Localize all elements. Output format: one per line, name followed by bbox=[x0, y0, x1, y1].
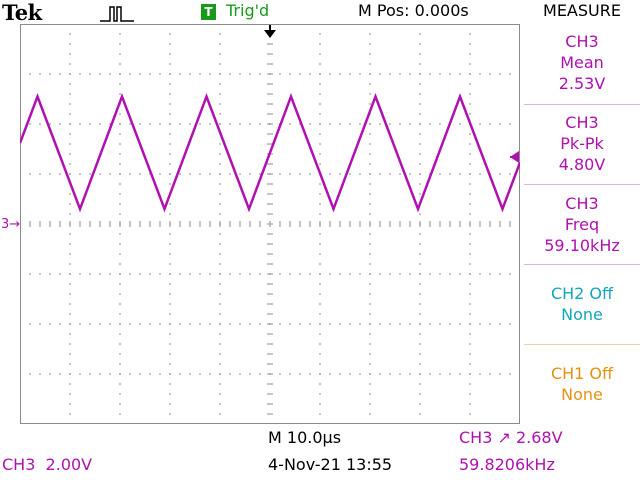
measure-source: CH3 bbox=[565, 194, 599, 213]
tek-logo: Tek bbox=[2, 0, 42, 25]
trigger-setting-readout: CH3 ↗ 2.68V bbox=[459, 428, 563, 447]
ch3-ground-marker: 3→ bbox=[1, 217, 21, 232]
measure-ch3-mean[interactable]: CH3 Mean 2.53V bbox=[524, 31, 640, 94]
measure-source: CH3 bbox=[565, 32, 599, 51]
measure-menu-title[interactable]: MEASURE bbox=[543, 1, 621, 20]
measure-value: 59.10kHz bbox=[544, 236, 620, 255]
timebase-readout: M 10.0µs bbox=[268, 428, 342, 447]
measure-value: 2.53V bbox=[558, 74, 606, 93]
pulse-trigger-icon bbox=[100, 6, 134, 22]
trigger-position-marker-icon bbox=[264, 25, 276, 38]
measure-ch3-pkpk[interactable]: CH3 Pk-Pk 4.80V bbox=[524, 112, 640, 175]
measure-type: Mean bbox=[560, 53, 604, 72]
trigger-badge: T bbox=[201, 4, 216, 20]
trigger-frequency-readout: 59.8206kHz bbox=[459, 455, 555, 474]
divider bbox=[524, 184, 640, 185]
measure-source: CH3 bbox=[565, 113, 599, 132]
horizontal-position: M Pos: 0.000s bbox=[358, 1, 469, 20]
datetime-readout: 4-Nov-21 13:55 bbox=[268, 455, 393, 474]
measure-ch3-freq[interactable]: CH3 Freq 59.10kHz bbox=[524, 193, 640, 256]
measure-type: Pk-Pk bbox=[560, 134, 604, 153]
measure-source: CH2 Off bbox=[550, 284, 614, 303]
scope-display bbox=[20, 24, 520, 424]
ch3-scale-readout: CH3 2.00V bbox=[2, 455, 93, 474]
trigger-level-marker-icon bbox=[510, 151, 519, 163]
measure-value: 4.80V bbox=[558, 155, 606, 174]
divider bbox=[524, 104, 640, 105]
measure-ch2[interactable]: CH2 Off None bbox=[524, 283, 640, 325]
ch3-waveform bbox=[20, 92, 520, 213]
measure-ch1[interactable]: CH1 Off None bbox=[524, 363, 640, 405]
graticule-grid bbox=[29, 33, 511, 415]
measure-type: None bbox=[561, 305, 603, 324]
divider bbox=[524, 344, 640, 345]
measure-type: None bbox=[561, 385, 603, 404]
divider bbox=[524, 264, 640, 265]
measure-type: Freq bbox=[564, 215, 600, 234]
measure-source: CH1 Off bbox=[550, 364, 614, 383]
trigger-status: Trig'd bbox=[226, 1, 270, 20]
